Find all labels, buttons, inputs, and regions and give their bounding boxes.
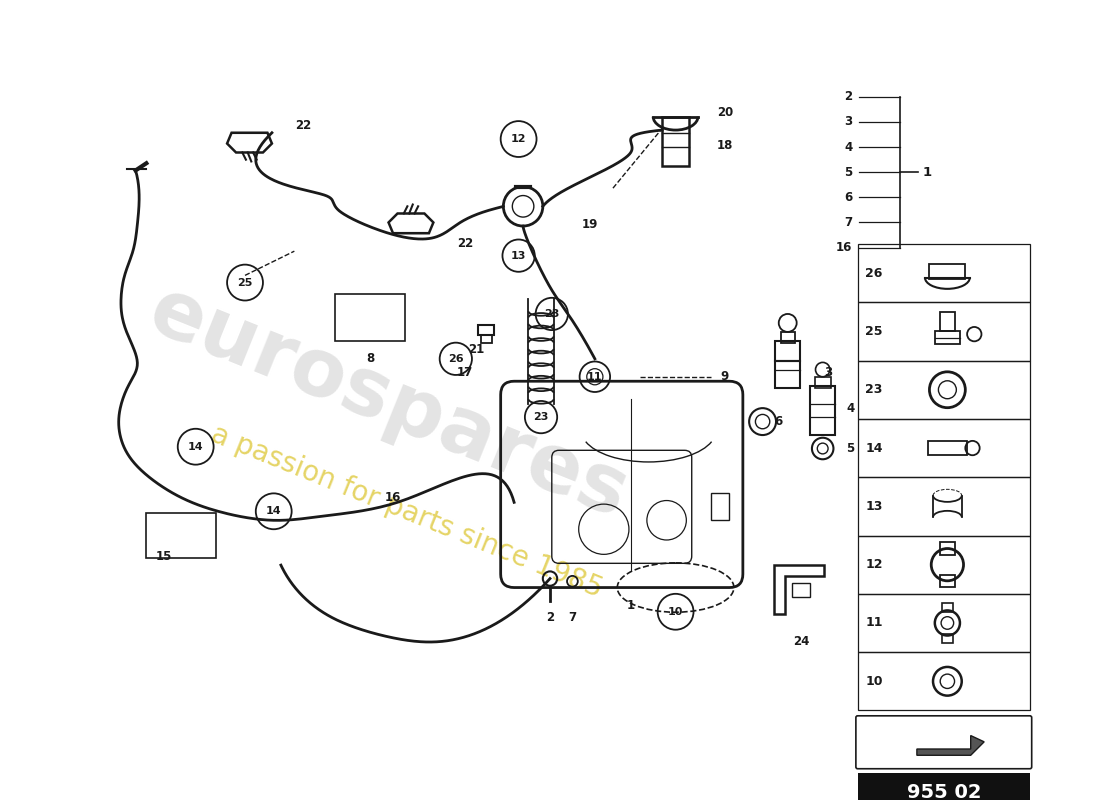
Bar xyxy=(858,594,1030,652)
Bar xyxy=(712,494,729,520)
Text: 8: 8 xyxy=(366,352,375,366)
Text: 6: 6 xyxy=(774,415,783,428)
Bar xyxy=(942,603,953,612)
Bar xyxy=(940,574,955,587)
Polygon shape xyxy=(917,735,984,755)
Text: 11: 11 xyxy=(587,372,603,382)
Bar xyxy=(792,583,810,597)
Text: 7: 7 xyxy=(844,216,852,229)
Bar xyxy=(927,441,967,455)
Text: a passion for parts since 1985: a passion for parts since 1985 xyxy=(207,420,606,603)
Text: 25: 25 xyxy=(865,325,882,338)
Text: 17: 17 xyxy=(456,366,473,378)
Bar xyxy=(858,302,1030,361)
Bar xyxy=(935,331,960,344)
Text: 5: 5 xyxy=(844,166,852,178)
Text: 2: 2 xyxy=(844,90,852,103)
Text: 26: 26 xyxy=(448,354,463,364)
Text: 16: 16 xyxy=(836,241,852,254)
Text: 23: 23 xyxy=(865,383,882,396)
Bar xyxy=(940,542,955,555)
Bar xyxy=(810,386,835,435)
Text: 23: 23 xyxy=(534,412,549,422)
Text: 955 02: 955 02 xyxy=(906,783,981,800)
Bar xyxy=(776,341,801,361)
Bar xyxy=(146,513,217,558)
Text: 14: 14 xyxy=(188,442,204,452)
Text: 10: 10 xyxy=(865,674,882,688)
Bar xyxy=(858,361,1030,419)
Bar xyxy=(478,325,494,335)
Bar xyxy=(858,652,1030,710)
Text: 16: 16 xyxy=(385,491,402,504)
Bar xyxy=(858,774,1030,800)
Text: 22: 22 xyxy=(456,238,473,250)
Text: 4: 4 xyxy=(844,141,852,154)
Text: 24: 24 xyxy=(793,635,810,648)
Text: 9: 9 xyxy=(720,370,729,383)
Text: 12: 12 xyxy=(865,558,882,571)
Bar xyxy=(662,117,689,166)
Bar xyxy=(858,419,1030,478)
Text: 13: 13 xyxy=(865,500,882,513)
Bar xyxy=(858,478,1030,535)
Text: 13: 13 xyxy=(510,250,526,261)
Text: 23: 23 xyxy=(544,309,560,319)
Text: 26: 26 xyxy=(865,266,882,280)
Text: 22: 22 xyxy=(295,119,311,132)
Text: 20: 20 xyxy=(717,106,733,118)
Bar xyxy=(858,244,1030,302)
Text: eurospares: eurospares xyxy=(138,272,639,535)
Text: 5: 5 xyxy=(846,442,855,455)
Text: 21: 21 xyxy=(469,343,485,356)
Text: 25: 25 xyxy=(238,278,253,287)
Bar xyxy=(940,312,955,331)
Text: 1: 1 xyxy=(627,599,635,612)
Text: 4: 4 xyxy=(846,402,855,414)
Text: 2: 2 xyxy=(546,610,554,624)
Text: 15: 15 xyxy=(156,550,173,562)
Text: 19: 19 xyxy=(582,218,598,230)
Bar xyxy=(942,634,953,642)
Text: 6: 6 xyxy=(844,191,852,204)
Bar xyxy=(781,332,795,342)
Bar xyxy=(334,294,405,341)
Bar xyxy=(930,264,966,278)
Bar xyxy=(858,535,1030,594)
Text: 3: 3 xyxy=(824,366,832,378)
Text: 18: 18 xyxy=(717,139,733,152)
Text: 12: 12 xyxy=(510,134,527,144)
Text: 1: 1 xyxy=(922,166,932,178)
Bar xyxy=(776,361,801,387)
Text: 3: 3 xyxy=(844,115,852,129)
Text: 14: 14 xyxy=(266,506,282,516)
Bar xyxy=(481,335,492,342)
Bar xyxy=(815,377,830,387)
Text: 11: 11 xyxy=(865,617,882,630)
Text: 14: 14 xyxy=(865,442,882,454)
Text: 7: 7 xyxy=(569,610,576,624)
Text: 10: 10 xyxy=(668,606,683,617)
